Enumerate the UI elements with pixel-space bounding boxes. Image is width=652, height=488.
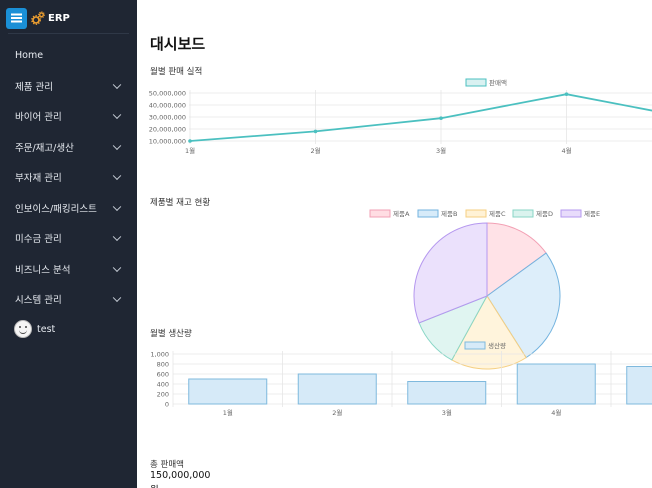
total-sales-unit: 원 [150,482,159,488]
sidebar-item-label: Home [15,49,44,61]
sidebar-item-label: 비즈니스 분석 [15,264,71,276]
pie-slice [451,295,527,370]
chevron-down-icon [112,171,122,181]
chevron-down-icon [112,293,122,303]
user-name: test [37,323,56,335]
sales-y-tick-label: 30,000,000 [149,114,186,122]
sidebar-item-invoices[interactable]: 인보이스/패킹리스트 [0,193,137,224]
gears-logo-icon [31,11,45,25]
sidebar-item-analytics[interactable]: 비즈니스 분석 [0,254,137,285]
inventory-chart-title: 제품별 재고 현황 [150,198,211,208]
sidebar-item-label: 바이어 관리 [15,112,62,124]
sales-y-tick-label: 50,000,000 [149,90,186,98]
hamburger-menu-button[interactable] [6,7,27,29]
production-y-tick-label: 400 [157,381,169,389]
brand-name: ERP [48,12,70,24]
sidebar-item-label: 미수금 관리 [15,234,62,246]
page-title: 대시보드 [150,35,206,53]
production-legend-label: 생산량 [488,341,506,350]
sidebar: ERP Home 제품 관리 바이어 관리 주문/재고/생산 부자재 관리 인보… [0,0,137,488]
hamburger-icon [11,17,22,19]
pie-slice [413,222,488,324]
production-y-tick-label: 1,000 [150,351,169,359]
sidebar-item-products[interactable]: 제품 관리 [0,71,137,102]
sales-x-tick-label: 1월 [185,146,195,155]
brand-divider [8,33,129,34]
sales-legend-label: 판매액 [489,78,507,87]
pie-legend-swatch [560,209,582,218]
production-x-tick-label: 4월 [551,408,561,417]
production-bar [626,366,652,405]
sales-series-line [189,93,652,142]
production-chart-title: 월별 생산량 [150,329,192,339]
pie-slice [486,222,547,297]
production-x-tick-label: 2월 [332,408,342,417]
sidebar-item-system[interactable]: 시스템 관리 [0,284,137,315]
sales-chart-title: 월별 판매 실적 [150,67,203,77]
sidebar-item-label: 인보이스/패킹리스트 [15,203,97,215]
pie-legend-label: 제품E [584,210,600,218]
production-y-tick-label: 600 [157,371,169,379]
chevron-down-icon [112,232,122,242]
dashboard-charts: 10,000,000 20,000,000 30,000,000 40,000,000… [149,78,652,417]
production-bar [407,381,487,405]
sales-data-point [564,92,569,96]
main-content: 대시보드 월별 판매 실적 제품별 재고 현황 월별 생산량 10,000,00… [137,0,652,488]
total-sales-value: 150,000,000 [150,470,211,481]
sales-x-tick-label: 3월 [436,146,446,155]
sales-y-tick-label: 20,000,000 [149,126,186,134]
sidebar-item-orders[interactable]: 주문/재고/생산 [0,132,137,163]
sidebar-item-label: 제품 관리 [15,81,53,93]
pie-legend-label: 제품B [441,210,457,218]
sales-legend-swatch [465,78,487,87]
sidebar-item-materials[interactable]: 부자재 관리 [0,162,137,193]
pie-legend-swatch [369,209,391,218]
sales-data-point [188,139,192,143]
sales-x-tick-label: 4월 [561,146,571,155]
sidebar-item-buyers[interactable]: 바이어 관리 [0,101,137,132]
sales-data-point [439,116,443,120]
production-bar [297,373,377,405]
production-x-tick-label: 3월 [442,408,452,417]
sidebar-item-label: 시스템 관리 [15,295,62,307]
chevron-down-icon [112,202,122,211]
pie-legend-swatch [512,209,534,218]
pie-legend-label: 제품A [393,210,410,218]
brand: ERP [6,7,70,29]
sales-y-tick-label: 40,000,000 [149,102,186,110]
pie-legend-swatch [465,209,487,218]
chevron-down-icon [112,110,122,120]
sales-data-point [313,129,318,134]
chevron-down-icon [112,80,122,89]
production-bar [188,378,268,405]
sidebar-item-label: 주문/재고/생산 [15,142,74,154]
production-x-tick-label: 1월 [223,408,233,417]
sales-x-tick-label: 2월 [310,146,320,155]
pie-legend-label: 제품D [536,210,553,218]
user-menu[interactable]: test [14,319,55,339]
sidebar-item-label: 부자재 관리 [15,173,62,185]
pie-slice [486,252,561,359]
sidebar-item-receivables[interactable]: 미수금 관리 [0,223,137,254]
production-y-tick-label: 800 [157,361,169,369]
production-y-tick-label: 0 [165,401,169,409]
sidebar-item-home[interactable]: Home [0,40,137,71]
total-sales-label: 총 판매액 [150,460,184,470]
avatar-smiley-icon [14,320,32,338]
sales-y-tick-label: 10,000,000 [149,138,186,146]
production-legend-swatch [464,341,486,350]
pie-legend-swatch [417,209,439,218]
production-bar [516,363,596,405]
sidebar-nav: Home 제품 관리 바이어 관리 주문/재고/생산 부자재 관리 인보이스/패… [0,40,137,315]
chevron-down-icon [112,263,122,272]
production-y-tick-label: 200 [157,391,169,399]
pie-legend-label: 제품C [489,210,506,218]
chevron-down-icon [112,141,122,150]
